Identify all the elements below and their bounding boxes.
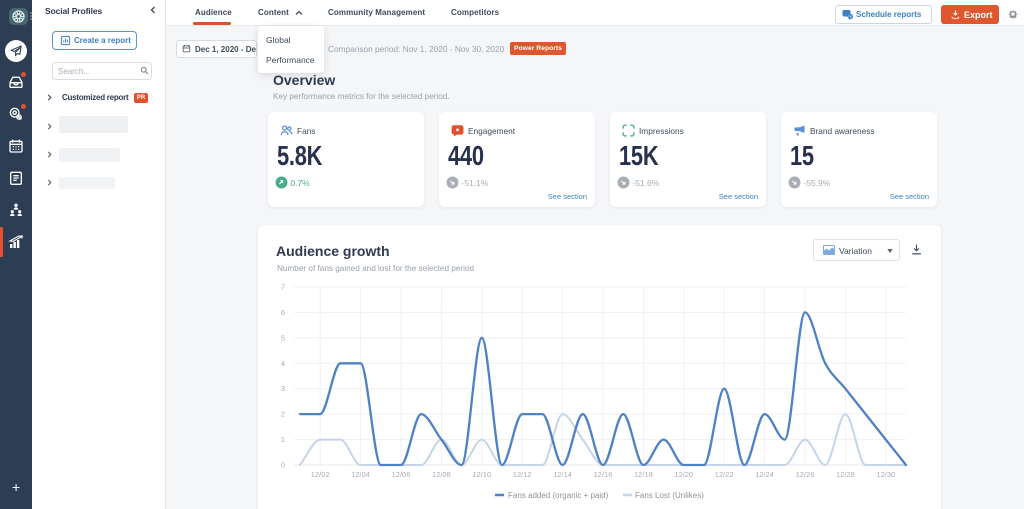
svg-text:12/02: 12/02 xyxy=(311,470,330,479)
svg-text:4: 4 xyxy=(281,359,285,368)
svg-text:2: 2 xyxy=(281,410,285,419)
svg-text:12/06: 12/06 xyxy=(392,470,411,479)
svg-text:0: 0 xyxy=(281,461,285,470)
svg-text:12/16: 12/16 xyxy=(594,470,613,479)
svg-text:5: 5 xyxy=(281,333,285,342)
svg-text:12/24: 12/24 xyxy=(755,470,774,479)
svg-text:12/22: 12/22 xyxy=(715,470,734,479)
svg-text:12/18: 12/18 xyxy=(634,470,653,479)
svg-text:12/28: 12/28 xyxy=(836,470,855,479)
svg-text:12/12: 12/12 xyxy=(513,470,532,479)
svg-text:7: 7 xyxy=(281,283,285,292)
svg-text:12/08: 12/08 xyxy=(432,470,451,479)
svg-text:12/04: 12/04 xyxy=(351,470,370,479)
svg-text:12/20: 12/20 xyxy=(674,470,693,479)
svg-text:Fans Lost (Unlikes): Fans Lost (Unlikes) xyxy=(635,491,704,500)
svg-text:3: 3 xyxy=(281,384,285,393)
svg-text:6: 6 xyxy=(281,308,285,317)
svg-text:12/30: 12/30 xyxy=(876,470,895,479)
svg-text:Fans added (organic + paid): Fans added (organic + paid) xyxy=(508,491,609,500)
svg-text:1: 1 xyxy=(281,435,285,444)
svg-text:12/14: 12/14 xyxy=(553,470,572,479)
svg-text:12/10: 12/10 xyxy=(472,470,491,479)
svg-text:12/26: 12/26 xyxy=(796,470,815,479)
